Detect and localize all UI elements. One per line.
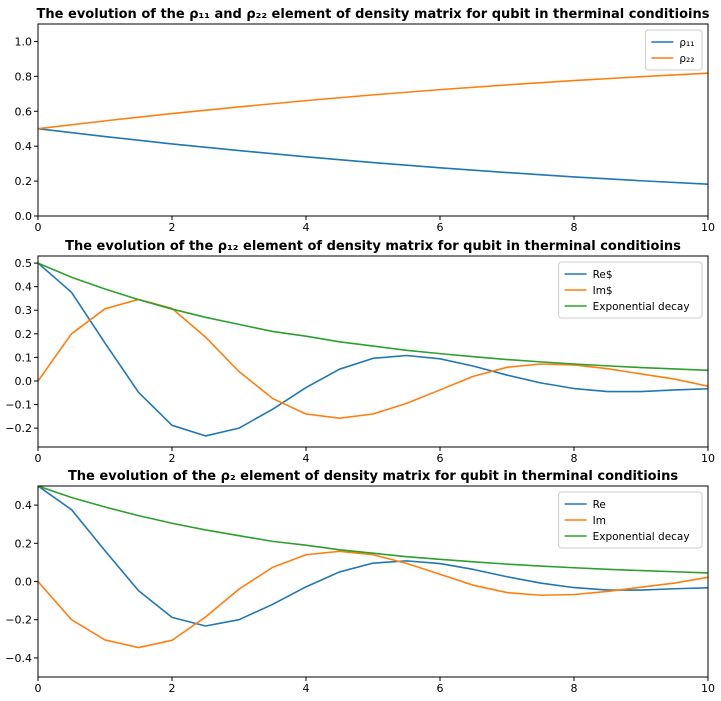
chart-panel-2: The evolution of the ρ₁₂ element of dens… <box>5 239 715 465</box>
y-tick-label: 0.3 <box>15 304 33 317</box>
y-tick-label: 0.6 <box>15 105 33 118</box>
series-line-1 <box>38 262 708 437</box>
y-tick-label: 0.2 <box>15 537 33 550</box>
x-tick-label: 0 <box>35 452 42 465</box>
axes-frame <box>37 23 709 217</box>
legend-label: Im <box>593 515 606 527</box>
chart-title: The evolution of the ρ₁₂ element of dens… <box>65 239 681 254</box>
legend: Re Im Exponential decay <box>558 491 703 549</box>
legend-box <box>558 261 703 319</box>
y-tick-label: −0.1 <box>5 399 32 412</box>
y-tick-label: 0.4 <box>15 281 33 294</box>
legend-box <box>558 491 703 549</box>
x-tick-label: 4 <box>303 452 310 465</box>
x-tick-label: 0 <box>35 221 42 234</box>
series-line-3 <box>38 486 708 574</box>
series-line-2 <box>38 550 708 649</box>
y-tick-label: 0.4 <box>15 140 33 153</box>
chart-panel-3: The evolution of the ρ₂ element of densi… <box>5 469 715 695</box>
x-tick-label: 8 <box>571 221 578 234</box>
chart-title: The evolution of the ρ₂ element of densi… <box>68 469 678 484</box>
y-tick-label: 0.8 <box>15 70 33 83</box>
x-tick-label: 0 <box>35 682 42 695</box>
legend-label: Im$ <box>593 285 613 297</box>
x-tick-label: 10 <box>701 682 715 695</box>
x-tick-label: 8 <box>571 682 578 695</box>
x-tick-label: 6 <box>437 221 444 234</box>
y-tick-label: −0.2 <box>5 614 32 627</box>
y-tick-label: 0.2 <box>15 328 33 341</box>
legend: ρ₁₁ ρ₂₂ <box>644 29 703 71</box>
x-tick-label: 8 <box>571 452 578 465</box>
legend-label: ρ₂₂ <box>679 53 694 65</box>
legend-box <box>644 29 703 71</box>
y-tick-label: −0.2 <box>5 422 32 435</box>
x-tick-label: 6 <box>437 452 444 465</box>
y-tick-label: 0.5 <box>15 257 33 270</box>
x-tick-label: 2 <box>169 682 176 695</box>
x-tick-label: 10 <box>701 452 715 465</box>
y-tick-label: 1.0 <box>15 35 33 48</box>
y-tick-label: 0.1 <box>15 351 33 364</box>
series-line-1 <box>38 486 708 627</box>
legend: Re$ Im$ Exponential decay <box>558 261 703 319</box>
chart-title: The evolution of the ρ₁₁ and ρ₂₂ element… <box>37 7 710 22</box>
legend-label: Re$ <box>593 269 613 281</box>
series-line-3 <box>38 262 708 372</box>
y-tick-label: 0.0 <box>15 375 33 388</box>
legend-label: Exponential decay <box>593 301 690 313</box>
y-tick-label: 0.0 <box>15 210 33 223</box>
legend-label: Exponential decay <box>593 531 690 543</box>
series-line-1 <box>38 127 708 186</box>
x-tick-label: 6 <box>437 682 444 695</box>
axes-frame <box>37 255 709 448</box>
x-tick-label: 2 <box>169 221 176 234</box>
legend-label: ρ₁₁ <box>679 37 694 49</box>
y-tick-label: 0.2 <box>15 175 33 188</box>
y-tick-label: 0.4 <box>15 499 33 512</box>
legend-label: Re <box>593 499 606 511</box>
y-tick-label: −0.4 <box>5 652 32 665</box>
x-tick-label: 4 <box>303 682 310 695</box>
chart-panel-1: The evolution of the ρ₁₁ and ρ₂₂ element… <box>15 7 716 234</box>
y-tick-label: 0.0 <box>15 576 33 589</box>
series-line-2 <box>38 72 708 130</box>
x-tick-label: 4 <box>303 221 310 234</box>
x-tick-label: 10 <box>701 221 715 234</box>
x-tick-label: 2 <box>169 452 176 465</box>
